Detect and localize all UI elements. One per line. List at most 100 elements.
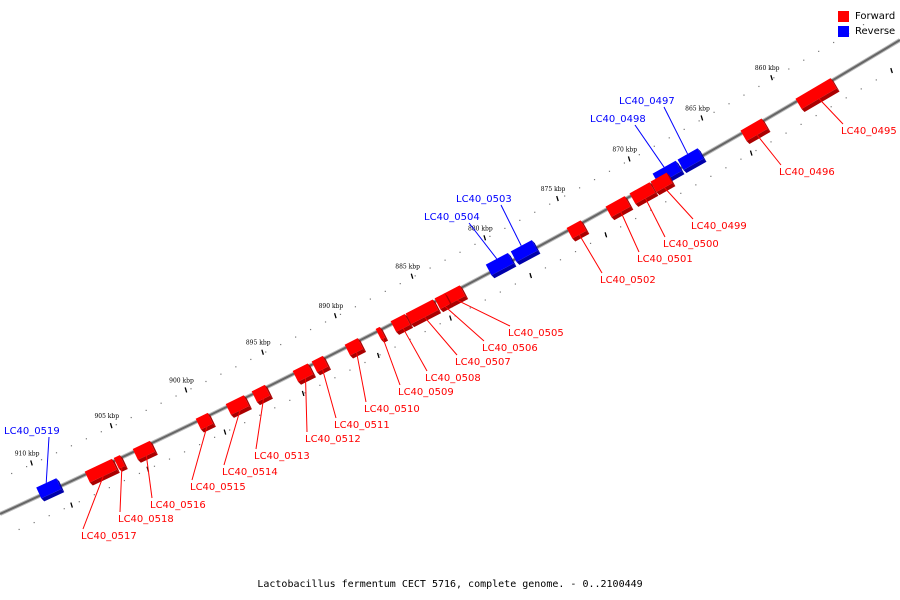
- gene-label[interactable]: LC40_0501: [637, 254, 693, 265]
- gene-label[interactable]: LC40_0508: [425, 373, 481, 384]
- guide-dot: [830, 106, 832, 108]
- gene-label[interactable]: LC40_0499: [691, 221, 747, 232]
- legend-forward: Forward: [838, 9, 895, 24]
- guide-dot: [414, 275, 416, 277]
- gene-lc40_0500[interactable]: LC40_0500: [629, 182, 719, 250]
- gene-label[interactable]: LC40_0505: [508, 328, 564, 339]
- gene-lc40_0511[interactable]: LC40_0511: [311, 355, 390, 431]
- scale-tick: 865 kbp: [685, 105, 710, 121]
- guide-dot: [229, 429, 231, 431]
- gene-label[interactable]: LC40_0515: [190, 482, 246, 493]
- gene-label[interactable]: LC40_0507: [455, 357, 511, 368]
- gene-lc40_0512[interactable]: LC40_0512: [292, 363, 361, 445]
- gene-label[interactable]: LC40_0512: [305, 434, 361, 445]
- legend-forward-label: Forward: [855, 11, 896, 22]
- gene-label[interactable]: LC40_0519: [4, 426, 60, 437]
- guide-dot: [40, 459, 43, 461]
- tick-label: 890 kbp: [319, 303, 344, 310]
- gene-label[interactable]: LC40_0497: [619, 96, 675, 107]
- gene-lc40_0499[interactable]: LC40_0499: [650, 172, 747, 232]
- guide-dot: [698, 120, 700, 122]
- guide-dot: [259, 414, 261, 416]
- gene-label[interactable]: LC40_0518: [118, 514, 174, 525]
- leader-line: [322, 369, 337, 419]
- gene-lc40_0505[interactable]: LC40_0505: [443, 285, 564, 339]
- lower-tick: [449, 315, 452, 321]
- gene-label[interactable]: LC40_0510: [364, 404, 420, 415]
- reverse-swatch: [838, 26, 849, 37]
- guide-dot: [18, 528, 20, 531]
- gene-lc40_0507[interactable]: LC40_0507: [405, 299, 511, 368]
- guide-dot: [484, 299, 486, 301]
- tick-label: 905 kbp: [94, 413, 119, 420]
- leader-line: [191, 426, 208, 481]
- guide-dot: [549, 203, 551, 205]
- gene-label[interactable]: LC40_0517: [81, 531, 137, 542]
- leader-line: [500, 204, 522, 246]
- gene-lc40_0498[interactable]: LC40_0498: [590, 114, 685, 188]
- guide-dot: [424, 330, 426, 333]
- guide-dot: [379, 354, 381, 356]
- gene-lc40_0496[interactable]: LC40_0496: [740, 118, 835, 178]
- gene-label[interactable]: LC40_0511: [334, 420, 390, 431]
- gene-lc40_0518[interactable]: LC40_0518: [113, 455, 174, 525]
- gene-lc40_0517[interactable]: LC40_0517: [81, 458, 137, 542]
- scale-tick: 880 kbp: [468, 225, 493, 241]
- gene-label[interactable]: LC40_0516: [150, 500, 206, 511]
- tick-label: 870 kbp: [612, 146, 637, 153]
- legend-reverse-label: Reverse: [855, 26, 896, 37]
- guide-dot: [728, 103, 730, 105]
- gene-label[interactable]: LC40_0514: [222, 467, 278, 478]
- guide-dot: [474, 243, 476, 245]
- guide-dot: [295, 336, 297, 338]
- gene-label[interactable]: LC40_0513: [254, 451, 310, 462]
- guide-dot: [578, 187, 581, 189]
- guide-dot: [710, 175, 712, 177]
- leader-line: [119, 467, 123, 513]
- guide-dot: [770, 141, 772, 143]
- gene-label[interactable]: LC40_0498: [590, 114, 646, 125]
- guide-dot: [818, 50, 820, 52]
- gene-lc40_0506[interactable]: LC40_0506: [434, 293, 538, 354]
- gene-label[interactable]: LC40_0503: [456, 194, 512, 205]
- gene-lc40_0503[interactable]: LC40_0503: [456, 194, 541, 265]
- gene-lc40_0513[interactable]: LC40_0513: [251, 384, 310, 462]
- guide-dot: [650, 209, 652, 211]
- gene-lc40_0516[interactable]: LC40_0516: [132, 440, 206, 511]
- guide-dot: [70, 445, 73, 447]
- gene-label[interactable]: LC40_0500: [663, 239, 719, 250]
- leader-line: [644, 198, 666, 238]
- gene-lc40_0514[interactable]: LC40_0514: [222, 395, 278, 478]
- gene-label[interactable]: LC40_0496: [779, 167, 835, 178]
- lower-tick: [70, 502, 73, 508]
- guide-dot: [755, 149, 757, 152]
- guide-dot: [100, 431, 102, 433]
- guide-dot: [334, 377, 336, 379]
- gene-lc40_0515[interactable]: LC40_0515: [190, 412, 246, 493]
- leader-line: [356, 352, 367, 403]
- leader-line: [468, 222, 498, 260]
- guide-dot: [862, 24, 865, 26]
- legend-reverse: Reverse: [838, 24, 895, 39]
- tick-label: 885 kbp: [395, 264, 420, 271]
- gene-lc40_0508[interactable]: LC40_0508: [390, 314, 481, 384]
- gene-lc40_0510[interactable]: LC40_0510: [344, 338, 420, 415]
- gene-label[interactable]: LC40_0502: [600, 275, 656, 286]
- leader-line: [255, 398, 264, 450]
- gene-lc40_0495[interactable]: LC40_0495: [795, 78, 897, 137]
- gene-lc40_0504[interactable]: LC40_0504: [424, 212, 517, 279]
- gene-label[interactable]: LC40_0504: [424, 212, 480, 223]
- guide-dot: [803, 59, 805, 61]
- guide-dot: [743, 94, 745, 96]
- scale-tick: 860 kbp: [755, 65, 780, 81]
- gene-lc40_0519[interactable]: LC40_0519: [4, 426, 65, 502]
- gene-lc40_0502[interactable]: LC40_0502: [566, 220, 656, 286]
- gene-label[interactable]: LC40_0495: [841, 126, 897, 137]
- gene-lc40_0509[interactable]: LC40_0509: [375, 326, 454, 398]
- gene-lc40_0501[interactable]: LC40_0501: [605, 196, 693, 265]
- guide-dot: [429, 267, 431, 269]
- gene-lc40_0497[interactable]: LC40_0497: [619, 96, 707, 174]
- gene-label[interactable]: LC40_0509: [398, 387, 454, 398]
- gene-label[interactable]: LC40_0506: [482, 343, 538, 354]
- forward-swatch: [838, 11, 849, 22]
